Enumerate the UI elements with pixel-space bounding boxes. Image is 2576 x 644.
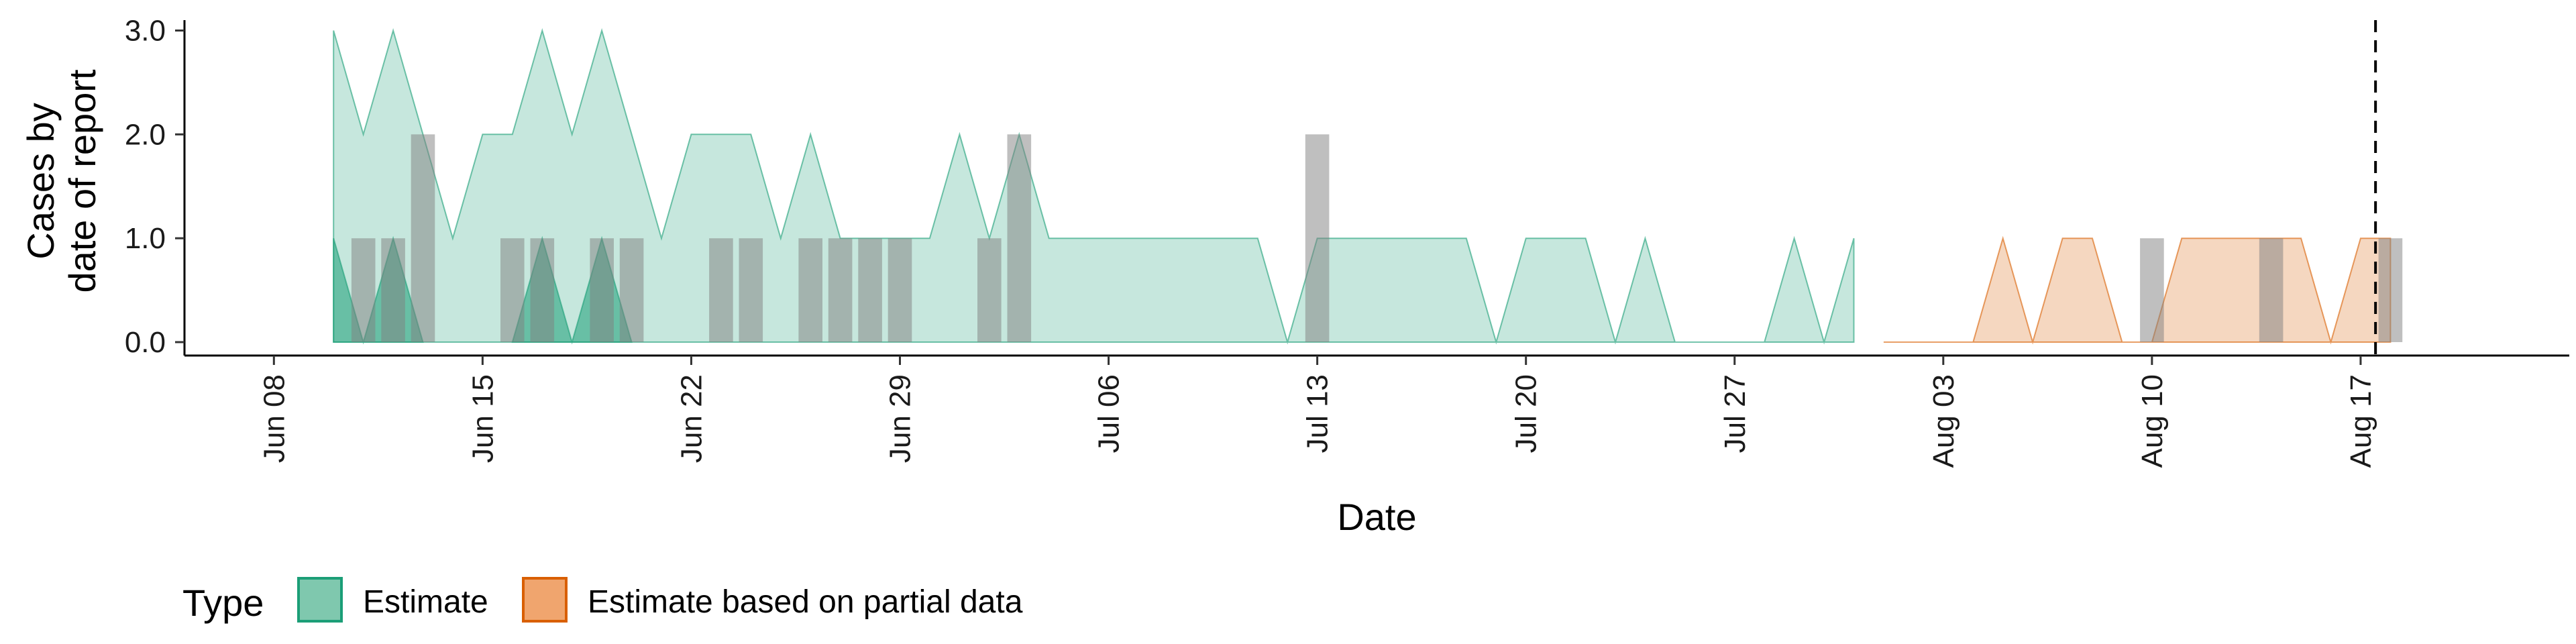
bar-13 xyxy=(977,238,1002,342)
x-tick-label-9: Aug 10 xyxy=(2136,374,2169,468)
bar-8 xyxy=(739,238,763,342)
legend-label-1: Estimate based on partial data xyxy=(588,584,1023,620)
bar-18 xyxy=(2378,238,2403,342)
bar-17 xyxy=(2259,238,2284,342)
x-axis-ticks: Jun 08 Jun 15 Jun 22 Jun 29 Jul 06 Jul 13 Jul … xyxy=(258,356,2377,468)
bar-14 xyxy=(1007,134,1032,343)
bar-12 xyxy=(888,238,912,342)
bar-16 xyxy=(2140,238,2164,342)
x-tick-label-10: Aug 17 xyxy=(2345,374,2377,468)
x-tick-label-8: Aug 03 xyxy=(1927,374,1960,468)
y-tick-label-0: 0.0 xyxy=(125,326,166,359)
y-tick-label-3: 3.0 xyxy=(125,14,166,47)
bar-1 xyxy=(381,238,405,342)
y-axis-ticks: 0.0 1.0 2.0 3.0 xyxy=(125,14,184,359)
y-tick-label-2: 2.0 xyxy=(125,118,166,151)
legend-swatch-0 xyxy=(297,577,343,623)
x-axis-title: Date xyxy=(1337,496,1416,538)
bar-9 xyxy=(798,238,822,342)
bar-5 xyxy=(590,238,614,342)
bar-15 xyxy=(1305,134,1330,343)
band-2-0 xyxy=(1883,235,2392,345)
y-axis-title-line-1: date of report xyxy=(61,69,103,293)
x-tick-label-7: Jul 27 xyxy=(1719,374,1752,453)
bar-2 xyxy=(411,134,435,343)
bar-10 xyxy=(828,238,853,342)
legend-title: Type xyxy=(182,582,264,624)
bar-3 xyxy=(500,238,525,342)
bar-11 xyxy=(858,238,882,342)
x-tick-label-2: Jun 22 xyxy=(675,374,708,463)
y-tick-label-1: 1.0 xyxy=(125,222,166,255)
data-bars xyxy=(351,134,2403,343)
x-tick-label-6: Jul 20 xyxy=(1510,374,1543,453)
bar-4 xyxy=(530,238,555,342)
y-axis-title-line-0: Cases by xyxy=(19,103,62,259)
x-tick-label-5: Jul 13 xyxy=(1301,374,1334,453)
legend-swatch-1 xyxy=(522,577,568,623)
axes xyxy=(183,20,2569,357)
band-0-0 xyxy=(333,28,1855,345)
y-axis-title: Cases bydate of report xyxy=(19,69,103,293)
x-tick-label-0: Jun 08 xyxy=(258,374,290,463)
bar-0 xyxy=(351,238,376,342)
x-tick-label-4: Jul 06 xyxy=(1093,374,1126,453)
legend: Type Estimate Estimate based on partial da… xyxy=(182,577,1023,624)
x-tick-label-1: Jun 15 xyxy=(466,374,499,463)
x-tick-label-3: Jun 29 xyxy=(884,374,917,463)
bar-7 xyxy=(709,238,733,342)
bar-6 xyxy=(619,238,644,342)
legend-label-0: Estimate xyxy=(363,584,488,620)
